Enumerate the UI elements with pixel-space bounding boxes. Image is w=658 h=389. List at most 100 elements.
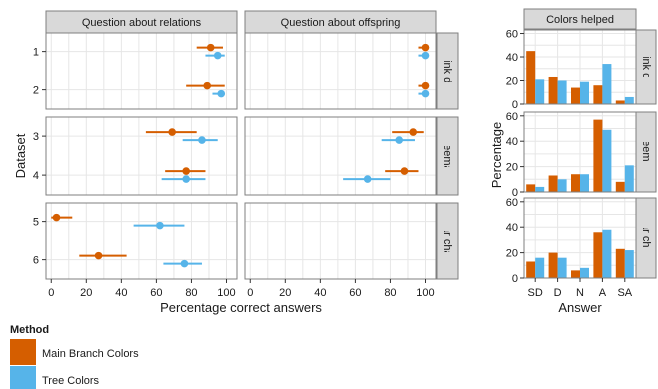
bar-tree-colors-a-row0 bbox=[602, 64, 612, 104]
bar-xtick-label-d: D bbox=[554, 287, 562, 299]
dot-y-axis-title: Dataset bbox=[13, 133, 28, 178]
bar-main-branch-colors-d-row2 bbox=[548, 252, 558, 278]
point-main-branch-colors-ds5-col0 bbox=[52, 213, 61, 222]
legend-swatch-main-branch bbox=[10, 339, 36, 365]
dataset-tick-label-6: 6 bbox=[33, 255, 39, 267]
bar-main-branch-colors-d-row1 bbox=[548, 175, 558, 192]
bar-row-strip-label-2: Bar chart bbox=[640, 216, 652, 261]
bar-tree-colors-a-row1 bbox=[602, 129, 612, 192]
dot-panel-border-2-1 bbox=[244, 202, 437, 280]
bar-ytick-label-0: 0 bbox=[512, 99, 518, 111]
dot-xtick-label-100: 100 bbox=[416, 287, 434, 299]
row-strip-label-0: Node–link diagram bbox=[441, 25, 453, 117]
dot-xtick-label-20: 20 bbox=[80, 287, 92, 299]
dataset-tick-label-1: 1 bbox=[33, 47, 39, 59]
bar-xtick-label-n: N bbox=[576, 287, 584, 299]
dot-xtick-label-80: 80 bbox=[384, 287, 396, 299]
bar-main-branch-colors-a-row2 bbox=[593, 232, 603, 278]
bar-row-strip-0 bbox=[635, 29, 657, 105]
dataset-tick-label-4: 4 bbox=[33, 170, 39, 182]
dot-plot-chart: Question about relations Question about o… bbox=[13, 10, 459, 315]
column-strip-label-0: Question about relations bbox=[82, 17, 202, 29]
row-strip-label-2: Bar chart bbox=[441, 219, 453, 264]
row-strip-1 bbox=[436, 116, 459, 196]
bar-ytick-label-20: 20 bbox=[506, 76, 518, 88]
row-strip-0 bbox=[436, 32, 459, 110]
point-tree-colors-ds2-col0 bbox=[217, 89, 226, 98]
point-tree-colors-ds5-col0 bbox=[156, 221, 164, 230]
point-tree-colors-ds2-col1 bbox=[421, 89, 430, 98]
bar-main-branch-colors-sd-row1 bbox=[526, 184, 536, 192]
point-tree-colors-ds4-col1 bbox=[363, 175, 372, 183]
bar-tree-colors-sd-row1 bbox=[535, 186, 545, 192]
bar-tree-colors-sa-row0 bbox=[624, 96, 634, 104]
point-main-branch-colors-ds1-col0 bbox=[206, 43, 215, 52]
bar-main-branch-colors-sa-row0 bbox=[615, 100, 625, 104]
bar-ytick-label-60: 60 bbox=[506, 111, 518, 123]
bar-ytick-label-0: 0 bbox=[512, 187, 518, 199]
bar-chart: Colors helped 0 20 40 60 Node–link diagram 0 20… bbox=[489, 8, 657, 315]
dot-panel-1-0 bbox=[45, 116, 238, 196]
bar-xtick-label-sd: SD bbox=[528, 287, 543, 299]
bar-tree-colors-d-row0 bbox=[557, 80, 567, 104]
point-tree-colors-ds3-col1 bbox=[395, 136, 404, 144]
dot-xtick-label-80: 80 bbox=[185, 287, 197, 299]
dataset-tick-label-2: 2 bbox=[33, 85, 39, 97]
dot-panel-0-0 bbox=[45, 32, 238, 110]
dot-xtick-label-0: 0 bbox=[247, 287, 253, 299]
bar-main-branch-colors-a-row1 bbox=[593, 119, 603, 192]
bar-main-branch-colors-a-row0 bbox=[593, 85, 603, 104]
legend-label-main-branch: Main Branch Colors bbox=[42, 348, 139, 360]
row-strip-2 bbox=[436, 202, 459, 280]
legend-label-tree: Tree Colors bbox=[42, 375, 100, 387]
bar-tree-colors-sa-row1 bbox=[624, 165, 634, 192]
bar-xtick-label-a: A bbox=[599, 287, 607, 299]
dataset-tick-label-3: 3 bbox=[33, 131, 39, 143]
dot-xtick-label-0: 0 bbox=[48, 287, 54, 299]
dot-panel-border-0-1 bbox=[244, 32, 437, 110]
bar-tree-colors-a-row2 bbox=[602, 229, 612, 278]
point-tree-colors-ds1-col0 bbox=[213, 51, 222, 60]
row-strip-label-1: Treemap bbox=[441, 134, 453, 178]
point-main-branch-colors-ds3-col0 bbox=[168, 128, 176, 136]
bar-tree-colors-n-row0 bbox=[580, 81, 589, 104]
dot-panel-border-1-1 bbox=[244, 116, 437, 196]
bar-ytick-label-40: 40 bbox=[506, 222, 518, 234]
bar-ytick-label-20: 20 bbox=[506, 162, 518, 174]
point-tree-colors-ds3-col0 bbox=[198, 136, 206, 144]
legend: Method Main Branch Colors Tree Colors bbox=[10, 324, 139, 389]
dot-x-axis-title: Percentage correct answers bbox=[160, 300, 322, 315]
bar-ytick-label-40: 40 bbox=[506, 52, 518, 64]
column-strip-label-1: Question about offspring bbox=[281, 17, 401, 29]
bar-main-branch-colors-sd-row0 bbox=[526, 51, 536, 104]
dot-panel-2-1 bbox=[244, 202, 437, 280]
legend-swatch-tree bbox=[10, 366, 36, 389]
dot-panel-border-1-0 bbox=[45, 116, 238, 196]
legend-title: Method bbox=[10, 324, 49, 336]
point-main-branch-colors-ds1-col1 bbox=[421, 43, 430, 52]
bar-x-axis-title: Answer bbox=[558, 300, 602, 315]
bar-main-branch-colors-sa-row1 bbox=[615, 181, 625, 192]
dot-panel-0-1 bbox=[244, 32, 437, 110]
bar-main-branch-colors-n-row0 bbox=[571, 87, 580, 104]
bar-ytick-label-60: 60 bbox=[506, 29, 518, 41]
bar-ytick-label-20: 20 bbox=[506, 248, 518, 260]
bar-tree-colors-sd-row2 bbox=[535, 257, 545, 278]
dot-xtick-label-60: 60 bbox=[150, 287, 162, 299]
bar-main-branch-colors-sa-row2 bbox=[615, 248, 625, 278]
bar-title-strip bbox=[523, 8, 637, 30]
bar-row-strip-label-1: Treemap bbox=[640, 130, 652, 174]
dot-xtick-label-40: 40 bbox=[115, 287, 127, 299]
bar-tree-colors-d-row1 bbox=[557, 179, 567, 192]
point-main-branch-colors-ds3-col1 bbox=[409, 128, 418, 136]
point-main-branch-colors-ds6-col0 bbox=[94, 251, 103, 260]
point-main-branch-colors-ds2-col0 bbox=[203, 81, 212, 90]
bar-main-branch-colors-n-row2 bbox=[571, 270, 580, 278]
bar-row-strip-2 bbox=[635, 197, 657, 279]
dataset-tick-label-5: 5 bbox=[33, 217, 39, 229]
bar-main-branch-colors-sd-row2 bbox=[526, 261, 536, 278]
bar-xtick-label-sa: SA bbox=[617, 287, 632, 299]
dot-xtick-label-40: 40 bbox=[314, 287, 326, 299]
point-tree-colors-ds4-col0 bbox=[182, 175, 190, 183]
